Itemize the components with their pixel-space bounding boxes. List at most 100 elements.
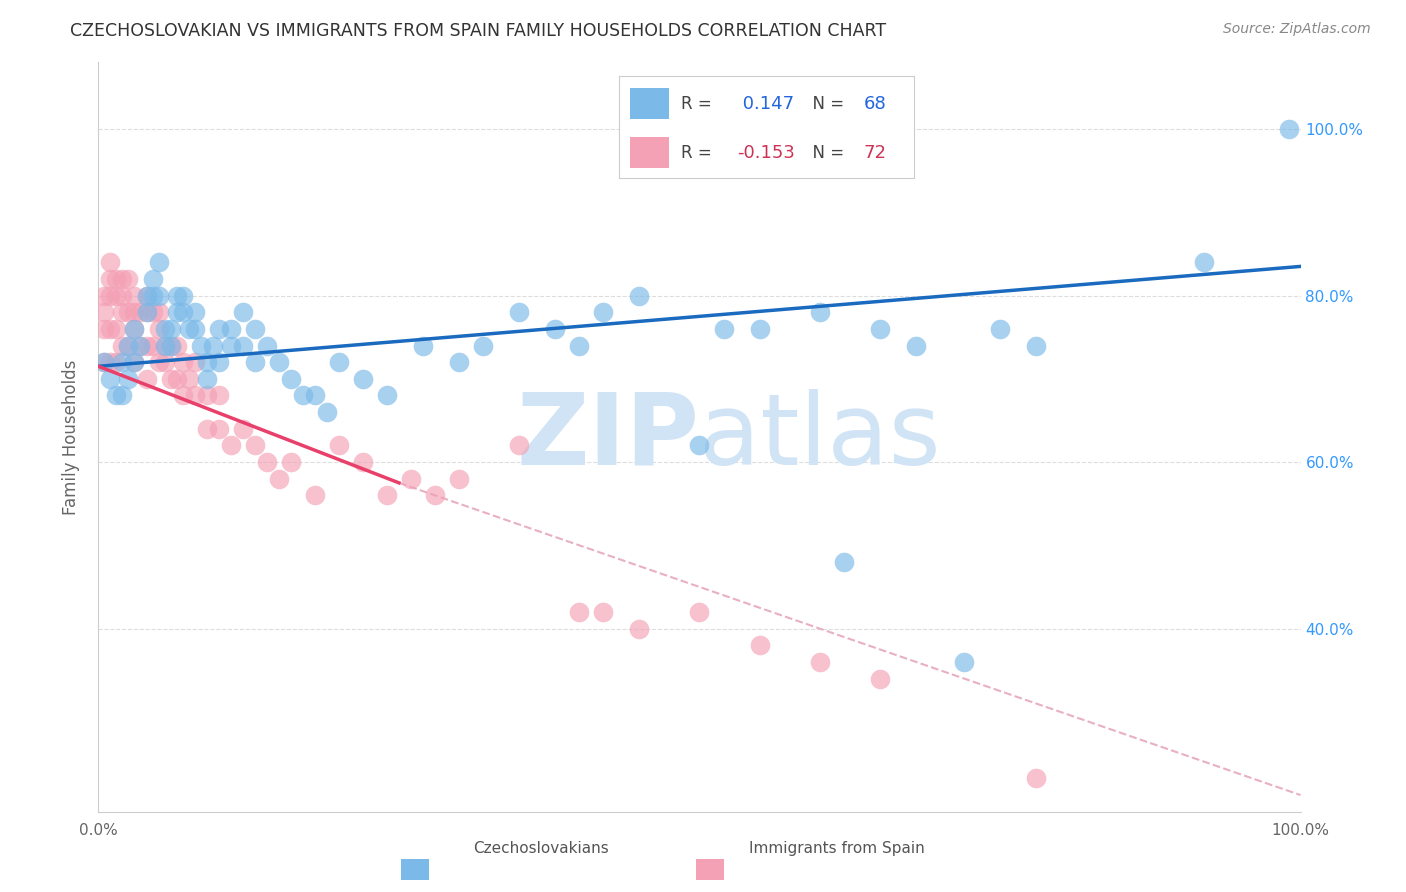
- Point: [748, 322, 770, 336]
- Point: [953, 655, 976, 669]
- Point: [256, 455, 278, 469]
- Point: [183, 388, 205, 402]
- Point: [135, 288, 157, 302]
- Point: [172, 288, 194, 302]
- Point: [232, 305, 254, 319]
- Point: [148, 322, 170, 336]
- Point: [232, 422, 254, 436]
- Point: [105, 272, 128, 286]
- Point: [195, 355, 218, 369]
- Point: [748, 638, 770, 652]
- Point: [129, 338, 152, 352]
- Point: [124, 322, 146, 336]
- Point: [280, 455, 302, 469]
- Point: [808, 305, 831, 319]
- Point: [423, 488, 446, 502]
- Point: [328, 355, 350, 369]
- Point: [124, 355, 146, 369]
- Point: [508, 438, 530, 452]
- Point: [117, 272, 139, 286]
- Point: [219, 438, 242, 452]
- Point: [129, 338, 152, 352]
- Point: [100, 322, 122, 336]
- Point: [183, 322, 205, 336]
- Point: [592, 605, 614, 619]
- Point: [111, 305, 134, 319]
- Text: N =: N =: [801, 95, 849, 112]
- Point: [1277, 122, 1299, 136]
- Point: [111, 288, 134, 302]
- Point: [447, 355, 470, 369]
- Point: [105, 388, 128, 402]
- Text: -0.153: -0.153: [737, 144, 794, 161]
- Point: [148, 255, 170, 269]
- Point: [159, 338, 181, 352]
- Point: [988, 322, 1011, 336]
- Point: [172, 305, 194, 319]
- Point: [208, 322, 231, 336]
- Point: [153, 355, 176, 369]
- Point: [111, 338, 134, 352]
- Point: [412, 338, 434, 352]
- Point: [124, 355, 146, 369]
- Point: [190, 338, 212, 352]
- Point: [166, 305, 188, 319]
- Point: [183, 355, 205, 369]
- Point: [808, 655, 831, 669]
- Point: [153, 338, 176, 352]
- Point: [124, 305, 146, 319]
- Point: [201, 338, 224, 352]
- Point: [568, 338, 591, 352]
- Point: [111, 272, 134, 286]
- Text: Immigrants from Spain: Immigrants from Spain: [748, 841, 925, 856]
- Point: [148, 355, 170, 369]
- Point: [93, 322, 115, 336]
- Point: [1194, 255, 1216, 269]
- Point: [243, 438, 266, 452]
- Text: Source: ZipAtlas.com: Source: ZipAtlas.com: [1223, 22, 1371, 37]
- Point: [256, 338, 278, 352]
- Point: [592, 305, 614, 319]
- Point: [1025, 772, 1047, 786]
- Point: [508, 305, 530, 319]
- Point: [135, 372, 157, 386]
- Text: Czechoslovakians: Czechoslovakians: [474, 841, 609, 856]
- Point: [267, 472, 290, 486]
- Point: [141, 288, 163, 302]
- Point: [208, 388, 231, 402]
- Point: [100, 372, 122, 386]
- Point: [869, 322, 891, 336]
- Point: [153, 338, 176, 352]
- Point: [304, 388, 326, 402]
- Point: [105, 355, 128, 369]
- Text: R =: R =: [681, 95, 717, 112]
- Point: [195, 388, 218, 402]
- Point: [93, 288, 115, 302]
- Point: [141, 272, 163, 286]
- Point: [148, 288, 170, 302]
- Point: [117, 372, 139, 386]
- Point: [141, 305, 163, 319]
- Point: [352, 372, 374, 386]
- Point: [472, 338, 495, 352]
- Point: [172, 355, 194, 369]
- Point: [100, 355, 122, 369]
- Point: [159, 372, 181, 386]
- Point: [628, 622, 651, 636]
- Point: [129, 305, 152, 319]
- Text: 72: 72: [863, 144, 887, 161]
- Point: [105, 322, 128, 336]
- Point: [243, 322, 266, 336]
- Point: [195, 372, 218, 386]
- Text: N =: N =: [801, 144, 849, 161]
- Point: [183, 305, 205, 319]
- Point: [117, 338, 139, 352]
- Point: [232, 338, 254, 352]
- Point: [832, 555, 855, 569]
- Point: [172, 388, 194, 402]
- Point: [399, 472, 422, 486]
- Point: [148, 305, 170, 319]
- Point: [117, 338, 139, 352]
- Point: [304, 488, 326, 502]
- Point: [177, 322, 200, 336]
